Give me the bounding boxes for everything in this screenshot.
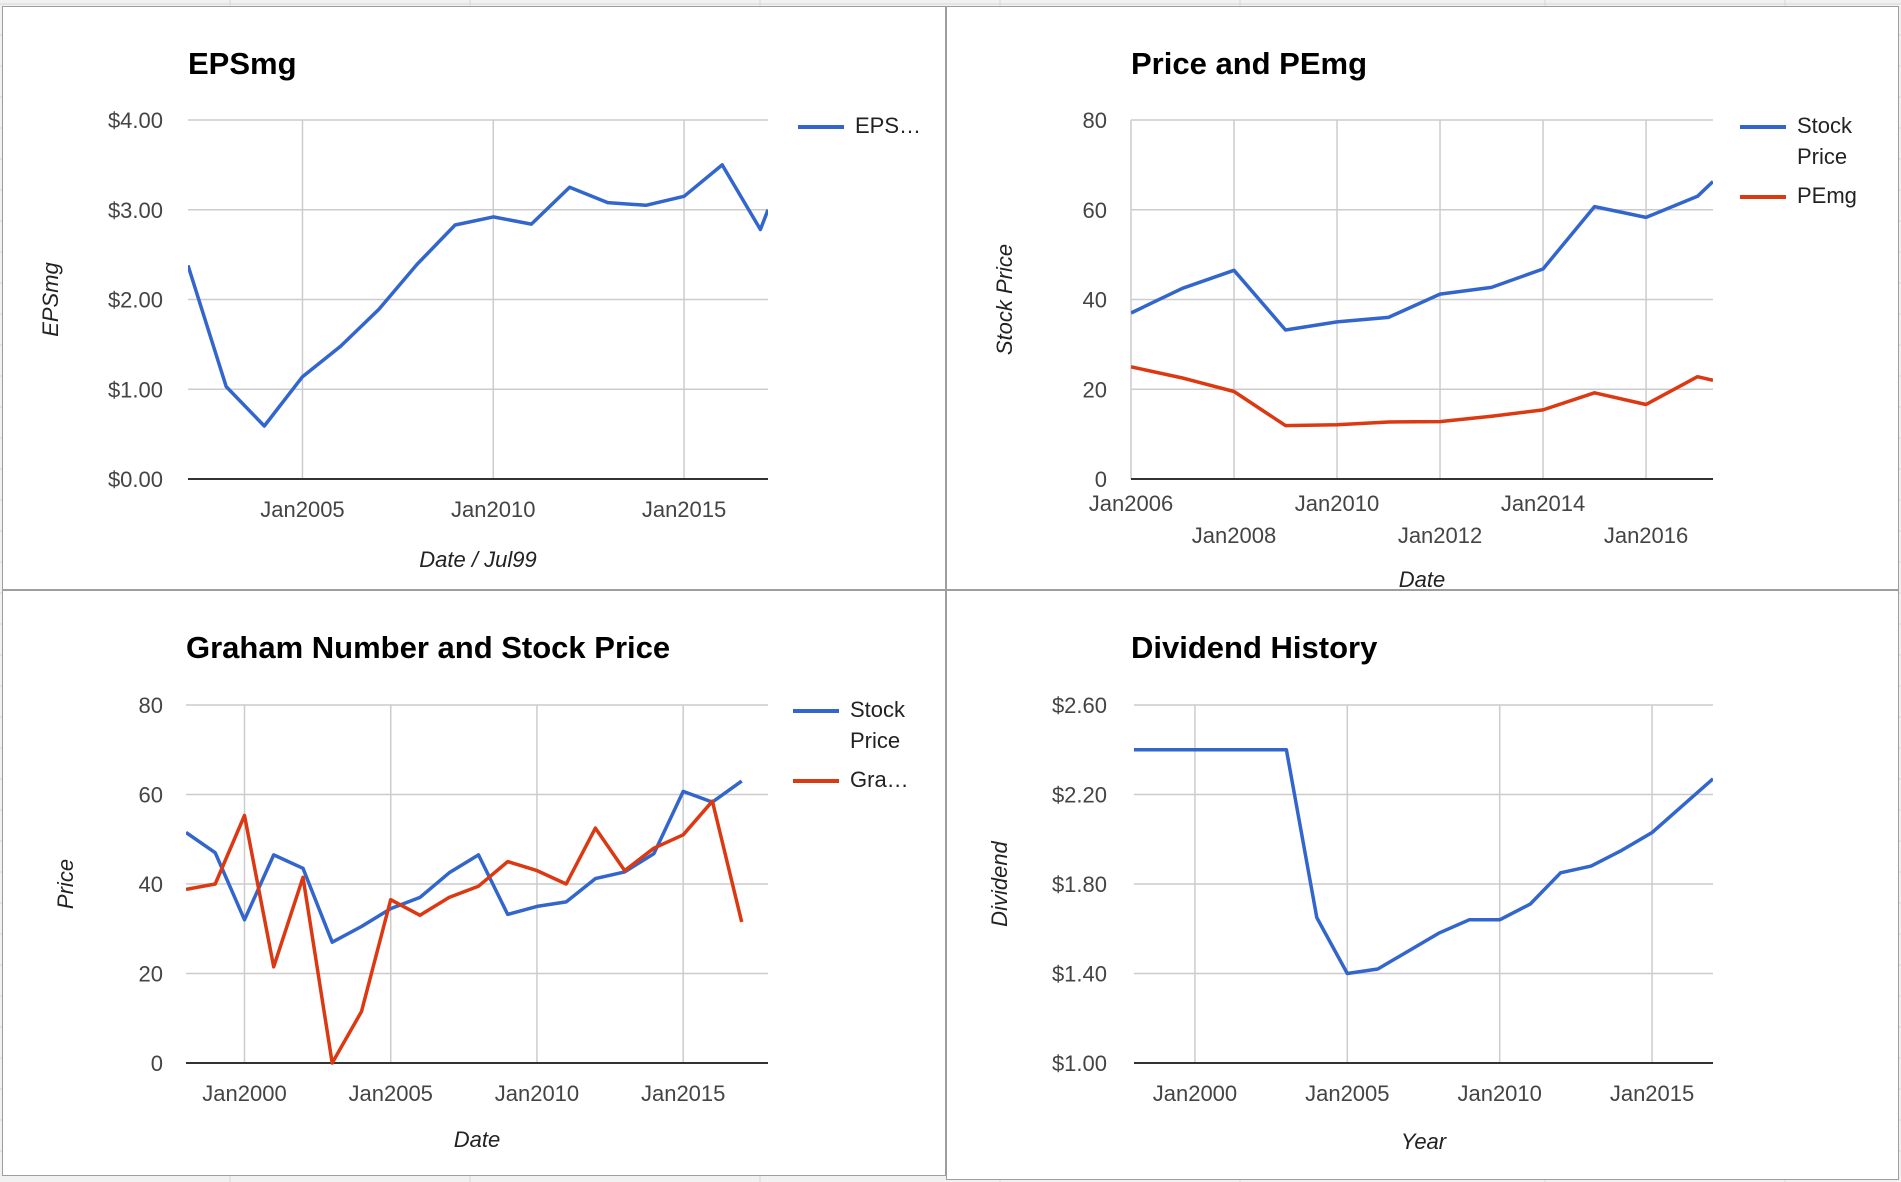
y-tick-label: 40: [139, 872, 163, 897]
x-axis-title: Date: [454, 1127, 500, 1152]
y-tick-label: 40: [1083, 288, 1107, 313]
horizontal-gridlines: [186, 704, 768, 975]
series-line-0: [1131, 180, 1713, 332]
y-tick-label: 60: [1083, 198, 1107, 223]
y-tick-label: 0: [151, 1051, 163, 1076]
y-tick-label: $4.00: [108, 108, 163, 133]
epsmg-chart-svg: EPSmg $0.00 $1.00 $2.00 $3.00 $4.00 Jan2005 Jan…: [38, 46, 921, 572]
legend-label: EPS…: [855, 113, 921, 138]
x-tick-label: Jan2005: [1305, 1081, 1389, 1106]
legend-label: Price: [1797, 144, 1847, 169]
horizontal-gridlines: [1134, 704, 1713, 975]
x-tick-label: Jan2012: [1398, 523, 1482, 548]
y-axis-title: EPSmg: [38, 261, 63, 336]
legend-entry: EPS…: [798, 113, 921, 138]
y-tick-label: $1.80: [1052, 872, 1107, 897]
chart-panel-dividend[interactable]: Dividend History $1.00 $1.40 $1.80 $2.20 $2.6…: [946, 590, 1899, 1180]
y-tick-label: $2.20: [1052, 783, 1107, 808]
series-line-0: [1134, 748, 1713, 976]
x-tick-label: Jan2005: [349, 1081, 433, 1106]
series-line-0: [188, 163, 768, 428]
x-tick-label: Jan2006: [1089, 491, 1173, 516]
series-line-0: [186, 779, 743, 944]
legend-entry: Stock Price: [793, 697, 906, 753]
chart-panel-graham[interactable]: Graham Number and Stock Price 0 20 40 60 80 Ja…: [2, 590, 946, 1176]
y-axis-title: Stock Price: [992, 244, 1017, 355]
legend-label: Price: [850, 728, 900, 753]
price-pemg-chart-svg: Price and PEmg 0 20 40 60 80 Jan2006 Jan2008 Jan…: [992, 46, 1857, 591]
legend-entry: PEmg: [1740, 183, 1857, 208]
chart-panel-epsmg[interactable]: EPSmg $0.00 $1.00 $2.00 $3.00 $4.00 Jan2005 Jan…: [2, 6, 946, 590]
x-tick-label: Jan2010: [1295, 491, 1379, 516]
chart-title: Graham Number and Stock Price: [186, 630, 670, 665]
series-line-1: [186, 799, 744, 1065]
x-tick-label: Jan2000: [202, 1081, 286, 1106]
chart-title: Price and PEmg: [1131, 46, 1367, 81]
y-tick-label: 60: [139, 783, 163, 808]
y-tick-label: $1.00: [1052, 1051, 1107, 1076]
legend-label: Stock: [1797, 113, 1853, 138]
y-tick-label: 20: [139, 962, 163, 987]
y-tick-label: $3.00: [108, 198, 163, 223]
y-tick-label: $1.40: [1052, 962, 1107, 987]
y-axis-title: Dividend: [987, 840, 1012, 926]
x-tick-label: Jan2010: [1457, 1081, 1541, 1106]
dividend-chart-svg: Dividend History $1.00 $1.40 $1.80 $2.20 $2.6…: [987, 630, 1713, 1154]
y-axis-title: Price: [53, 859, 78, 909]
x-tick-label: Jan2016: [1604, 523, 1688, 548]
x-axis-title: Date / Jul99: [419, 547, 536, 572]
y-tick-label: $0.00: [108, 467, 163, 492]
horizontal-gridlines: [188, 119, 768, 390]
y-tick-label: 80: [139, 693, 163, 718]
x-tick-label: Jan2015: [642, 497, 726, 522]
legend-label: PEmg: [1797, 183, 1857, 208]
chart-panel-price-pemg[interactable]: Price and PEmg 0 20 40 60 80 Jan2006 Jan2008 Jan…: [946, 6, 1899, 591]
x-tick-label: Jan2005: [260, 497, 344, 522]
x-tick-label: Jan2000: [1153, 1081, 1237, 1106]
series-line-1: [1131, 365, 1713, 428]
graham-chart-svg: Graham Number and Stock Price 0 20 40 60 80 Ja…: [53, 630, 909, 1152]
horizontal-gridlines: [1131, 119, 1713, 390]
x-tick-label: Jan2015: [1610, 1081, 1694, 1106]
y-tick-label: $2.60: [1052, 693, 1107, 718]
x-tick-label: Jan2010: [451, 497, 535, 522]
chart-title: EPSmg: [188, 46, 297, 81]
y-tick-label: 80: [1083, 108, 1107, 133]
legend-entry: Gra…: [793, 767, 909, 792]
y-tick-label: 20: [1083, 377, 1107, 402]
x-tick-label: Jan2008: [1192, 523, 1276, 548]
legend-entry: Stock Price: [1740, 113, 1853, 169]
y-tick-label: $1.00: [108, 377, 163, 402]
y-tick-label: $2.00: [108, 288, 163, 313]
legend-label: Stock: [850, 697, 906, 722]
legend-label: Gra…: [850, 767, 909, 792]
x-tick-label: Jan2015: [641, 1081, 725, 1106]
x-tick-label: Jan2010: [495, 1081, 579, 1106]
x-axis-title: Year: [1401, 1129, 1448, 1154]
x-tick-label: Jan2014: [1501, 491, 1585, 516]
chart-title: Dividend History: [1131, 630, 1378, 665]
y-tick-label: 0: [1095, 467, 1107, 492]
x-axis-title: Date: [1399, 567, 1445, 591]
